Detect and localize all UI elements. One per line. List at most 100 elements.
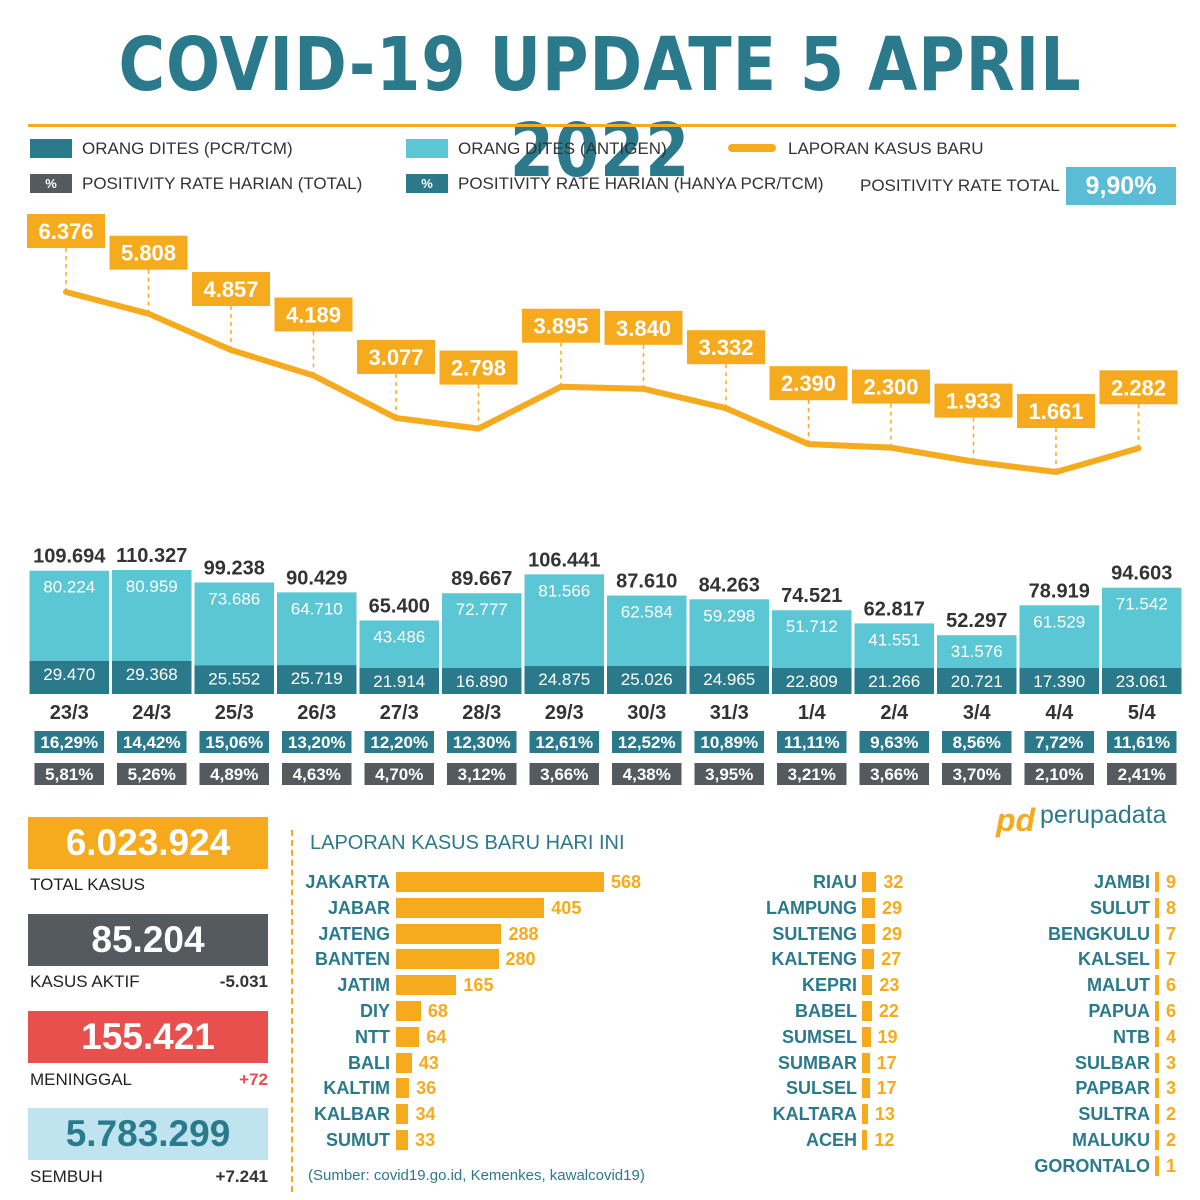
date-label: 24/3 [132, 702, 171, 724]
province-bar [862, 1001, 872, 1021]
bar-total-label: 90.429 [286, 567, 347, 589]
bar-antigen-label: 51.712 [786, 617, 838, 636]
bar-pcr [524, 666, 604, 694]
rate-pcr-box [777, 731, 847, 753]
bar-antigen [1019, 605, 1099, 668]
province-name: SUMBAR [778, 1052, 857, 1073]
province-name: KALBAR [314, 1104, 390, 1125]
province-name: SULBAR [1075, 1052, 1150, 1073]
province-name: PAPUA [1088, 1001, 1150, 1021]
bar-antigen-label: 31.576 [951, 642, 1003, 661]
deaths-delta: +72 [239, 1070, 268, 1089]
province-name: SULTENG [772, 923, 857, 944]
rate-pcr-label: 15,06% [205, 733, 263, 752]
bar-pcr-label: 23.061 [1116, 672, 1168, 691]
active-cases-delta: -5.031 [219, 972, 268, 991]
total-cases-label: TOTAL KASUS [30, 875, 145, 894]
date-label: 28/3 [462, 702, 501, 724]
rate-total-box [364, 763, 434, 785]
bar-total-label: 87.610 [616, 571, 677, 593]
province-value: 2 [1166, 1104, 1177, 1125]
rate-total-box [1107, 763, 1177, 785]
line-label-box [27, 214, 105, 248]
province-name: KALTENG [771, 949, 857, 970]
rate-total-box [447, 763, 517, 785]
rate-pcr-label: 12,30% [453, 733, 511, 752]
province-bar [396, 975, 457, 996]
province-name: BANTEN [315, 949, 390, 970]
logo-mark: pd [996, 802, 1036, 838]
date-label: 26/3 [297, 702, 336, 724]
rate-pcr-label: 10,89% [700, 733, 758, 752]
recovered-value: 5.783.299 [28, 1108, 268, 1160]
bar-total-label: 109.694 [33, 546, 106, 568]
province-name: SUMSEL [781, 1026, 857, 1047]
bar-pcr [1019, 668, 1099, 694]
line-label: 2.282 [1111, 375, 1166, 400]
legend-swatch-pcr [30, 139, 72, 158]
province-name: SULSEL [785, 1078, 857, 1099]
bar-pcr [29, 660, 109, 694]
rate-pcr-box [117, 731, 187, 753]
line-label-box [357, 339, 435, 374]
rate-total-label: 4,38% [623, 765, 671, 784]
bar-antigen [524, 574, 604, 667]
province-name: NTT [355, 1026, 390, 1047]
rate-total-box [612, 763, 682, 785]
line-label: 5.808 [121, 241, 176, 266]
rate-total-label: 2,10% [1035, 765, 1083, 784]
active-cases-value: 85.204 [28, 914, 268, 966]
date-label: 3/4 [963, 702, 992, 724]
province-value: 3 [1166, 1078, 1177, 1099]
rate-total-box [34, 763, 104, 785]
rate-total-box [282, 763, 352, 785]
province-bar [1155, 897, 1159, 918]
bar-pcr-label: 24.965 [703, 670, 755, 689]
province-bar [1155, 975, 1159, 996]
province-value: 3 [1166, 1052, 1177, 1073]
rate-total-label: 3,12% [458, 765, 506, 784]
date-label: 29/3 [545, 702, 584, 724]
province-name: SULUT [1090, 897, 1150, 918]
legend-label-antigen: ORANG DITES (ANTIGEN) [458, 139, 667, 158]
bar-antigen-label: 80.224 [43, 578, 95, 597]
rate-total-value: 9,90% [1066, 167, 1176, 205]
province-name: PAPBAR [1075, 1078, 1150, 1099]
rate-pcr-box [34, 731, 104, 753]
page-title: COVID-19 UPDATE 5 APRIL 2022 [118, 22, 1082, 194]
bar-total-label: 99.238 [204, 557, 265, 579]
total-cases-value: 6.023.924 [28, 817, 268, 869]
bar-antigen-label: 71.542 [1116, 595, 1168, 614]
province-name: DIY [359, 1001, 390, 1021]
recovered-label: SEMBUH [30, 1167, 103, 1186]
province-value: 6 [1166, 1001, 1177, 1021]
rate-pcr-box [859, 731, 929, 753]
province-bar [1155, 949, 1159, 970]
bar-antigen [854, 623, 934, 668]
rate-pcr-label: 8,56% [953, 733, 1001, 752]
bar-pcr-label: 29.470 [43, 665, 95, 684]
rate-pcr-box [199, 731, 269, 753]
rate-pcr-label: 11,61% [1113, 733, 1170, 752]
province-bar [1155, 1026, 1159, 1047]
bar-pcr-label: 25.719 [291, 669, 343, 688]
bar-total-label: 62.817 [864, 598, 925, 620]
rate-total-label: 4,63% [293, 765, 341, 784]
rate-pcr-box [529, 731, 599, 753]
bar-antigen [607, 595, 687, 666]
bar-pcr [442, 668, 522, 694]
bar-antigen [277, 592, 357, 666]
rate-total-box [117, 763, 187, 785]
rate-total-label: 3,66% [540, 765, 588, 784]
province-bar [862, 872, 877, 892]
bar-antigen [359, 620, 439, 668]
bar-antigen-label: 61.529 [1033, 612, 1085, 631]
province-name: BABEL [795, 1001, 857, 1021]
rate-pcr-label: 12,61% [535, 733, 593, 752]
province-bar [396, 949, 499, 970]
province-value: 29 [882, 923, 903, 944]
province-value: 27 [881, 949, 902, 970]
province-value: 34 [415, 1104, 436, 1125]
bar-antigen [937, 635, 1017, 668]
rate-pcr-box [447, 731, 517, 753]
